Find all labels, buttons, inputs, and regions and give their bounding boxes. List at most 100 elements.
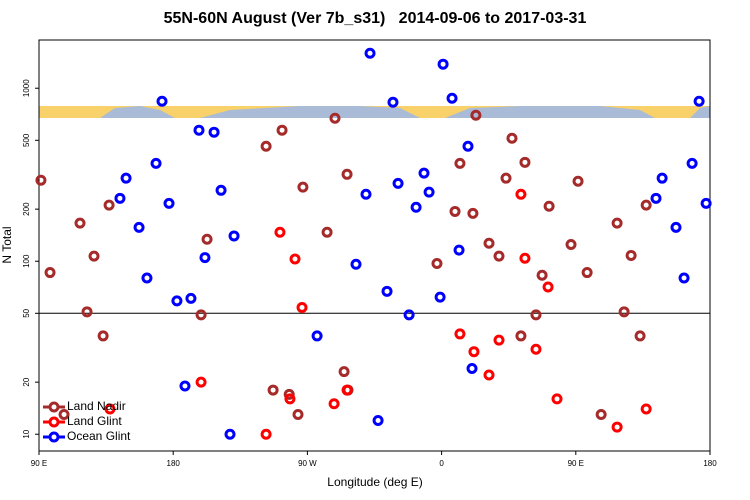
data-point [493,334,505,346]
data-point [179,380,191,392]
data-point [462,140,474,152]
data-point [341,168,353,180]
data-point [453,244,465,256]
data-point [224,428,236,440]
data-point [565,238,577,250]
data-point [640,403,652,415]
data-point [228,230,240,242]
data-point [338,366,350,378]
data-point [572,175,584,187]
data-point [454,328,466,340]
data-point [103,199,115,211]
data-point [141,272,153,284]
data-point [515,330,527,342]
y-tick-label: 500 [22,133,31,147]
data-point [678,272,690,284]
data-point [536,269,548,281]
x-tick-label: 180 [167,459,181,468]
data-point [283,388,295,400]
data-point [656,172,668,184]
data-point [530,309,542,321]
data-point [500,172,512,184]
data-point [519,156,531,168]
chart-title: 55N-60N August (Ver 7b_s31) 2014-09-06 t… [164,10,587,27]
x-tick-label: 90 E [568,459,584,468]
data-point [120,172,132,184]
data-point [97,330,109,342]
data-point [260,140,272,152]
data-point [483,369,495,381]
data-point [201,233,213,245]
data-point [618,306,630,318]
data-point [171,295,183,307]
data-point [364,47,376,59]
data-point [542,281,554,293]
data-point [289,253,301,265]
data-point [133,221,145,233]
data-point [449,205,461,217]
data-point [150,157,162,169]
data-point [625,249,637,261]
data-point [686,157,698,169]
data-point [35,174,47,186]
data-point [431,258,443,270]
x-tick-label: 0 [439,459,444,468]
data-point [74,217,86,229]
y-axis-label: N Total [0,226,14,263]
data-point [284,393,296,405]
data-point [470,109,482,121]
data-point [670,221,682,233]
data-point [81,306,93,318]
data-point [387,96,399,108]
data-point [410,201,422,213]
data-point [403,309,415,321]
legend-label: Land Nadir [67,399,126,413]
data-point [297,181,309,193]
data-point [700,197,712,209]
data-point [360,188,372,200]
data-point [114,192,126,204]
map-strip [39,106,710,118]
data-point [195,309,207,321]
data-point [392,177,404,189]
x-axis-label: Longitude (deg E) [327,475,422,489]
data-point [446,92,458,104]
data-point [58,409,70,421]
data-point [543,200,555,212]
data-point [208,126,220,138]
data-point [634,330,646,342]
data-point [434,291,446,303]
data-point [260,428,272,440]
data-point [595,409,607,421]
data-point [321,226,333,238]
data-point [454,157,466,169]
data-point [437,58,449,70]
data-point [267,384,279,396]
data-point [193,124,205,136]
y-tick-label: 1000 [22,79,31,97]
data-point [215,184,227,196]
data-point [44,267,56,279]
data-point [296,302,308,314]
x-tick-label: 90 E [31,459,47,468]
data-point [276,124,288,136]
data-point [581,267,593,279]
data-point [551,393,563,405]
data-point [381,285,393,297]
data-point [350,258,362,270]
data-point [274,226,286,238]
legend-label: Land Glint [67,414,122,428]
data-point [195,376,207,388]
legend-marker [48,431,60,443]
data-point [515,188,527,200]
data-point [611,217,623,229]
data-point [530,343,542,355]
y-tick-label: 20 [22,377,31,386]
data-point [163,197,175,209]
data-point [423,186,435,198]
data-point [466,362,478,374]
data-point [418,167,430,179]
data-point [341,384,353,396]
data-point [329,112,341,124]
